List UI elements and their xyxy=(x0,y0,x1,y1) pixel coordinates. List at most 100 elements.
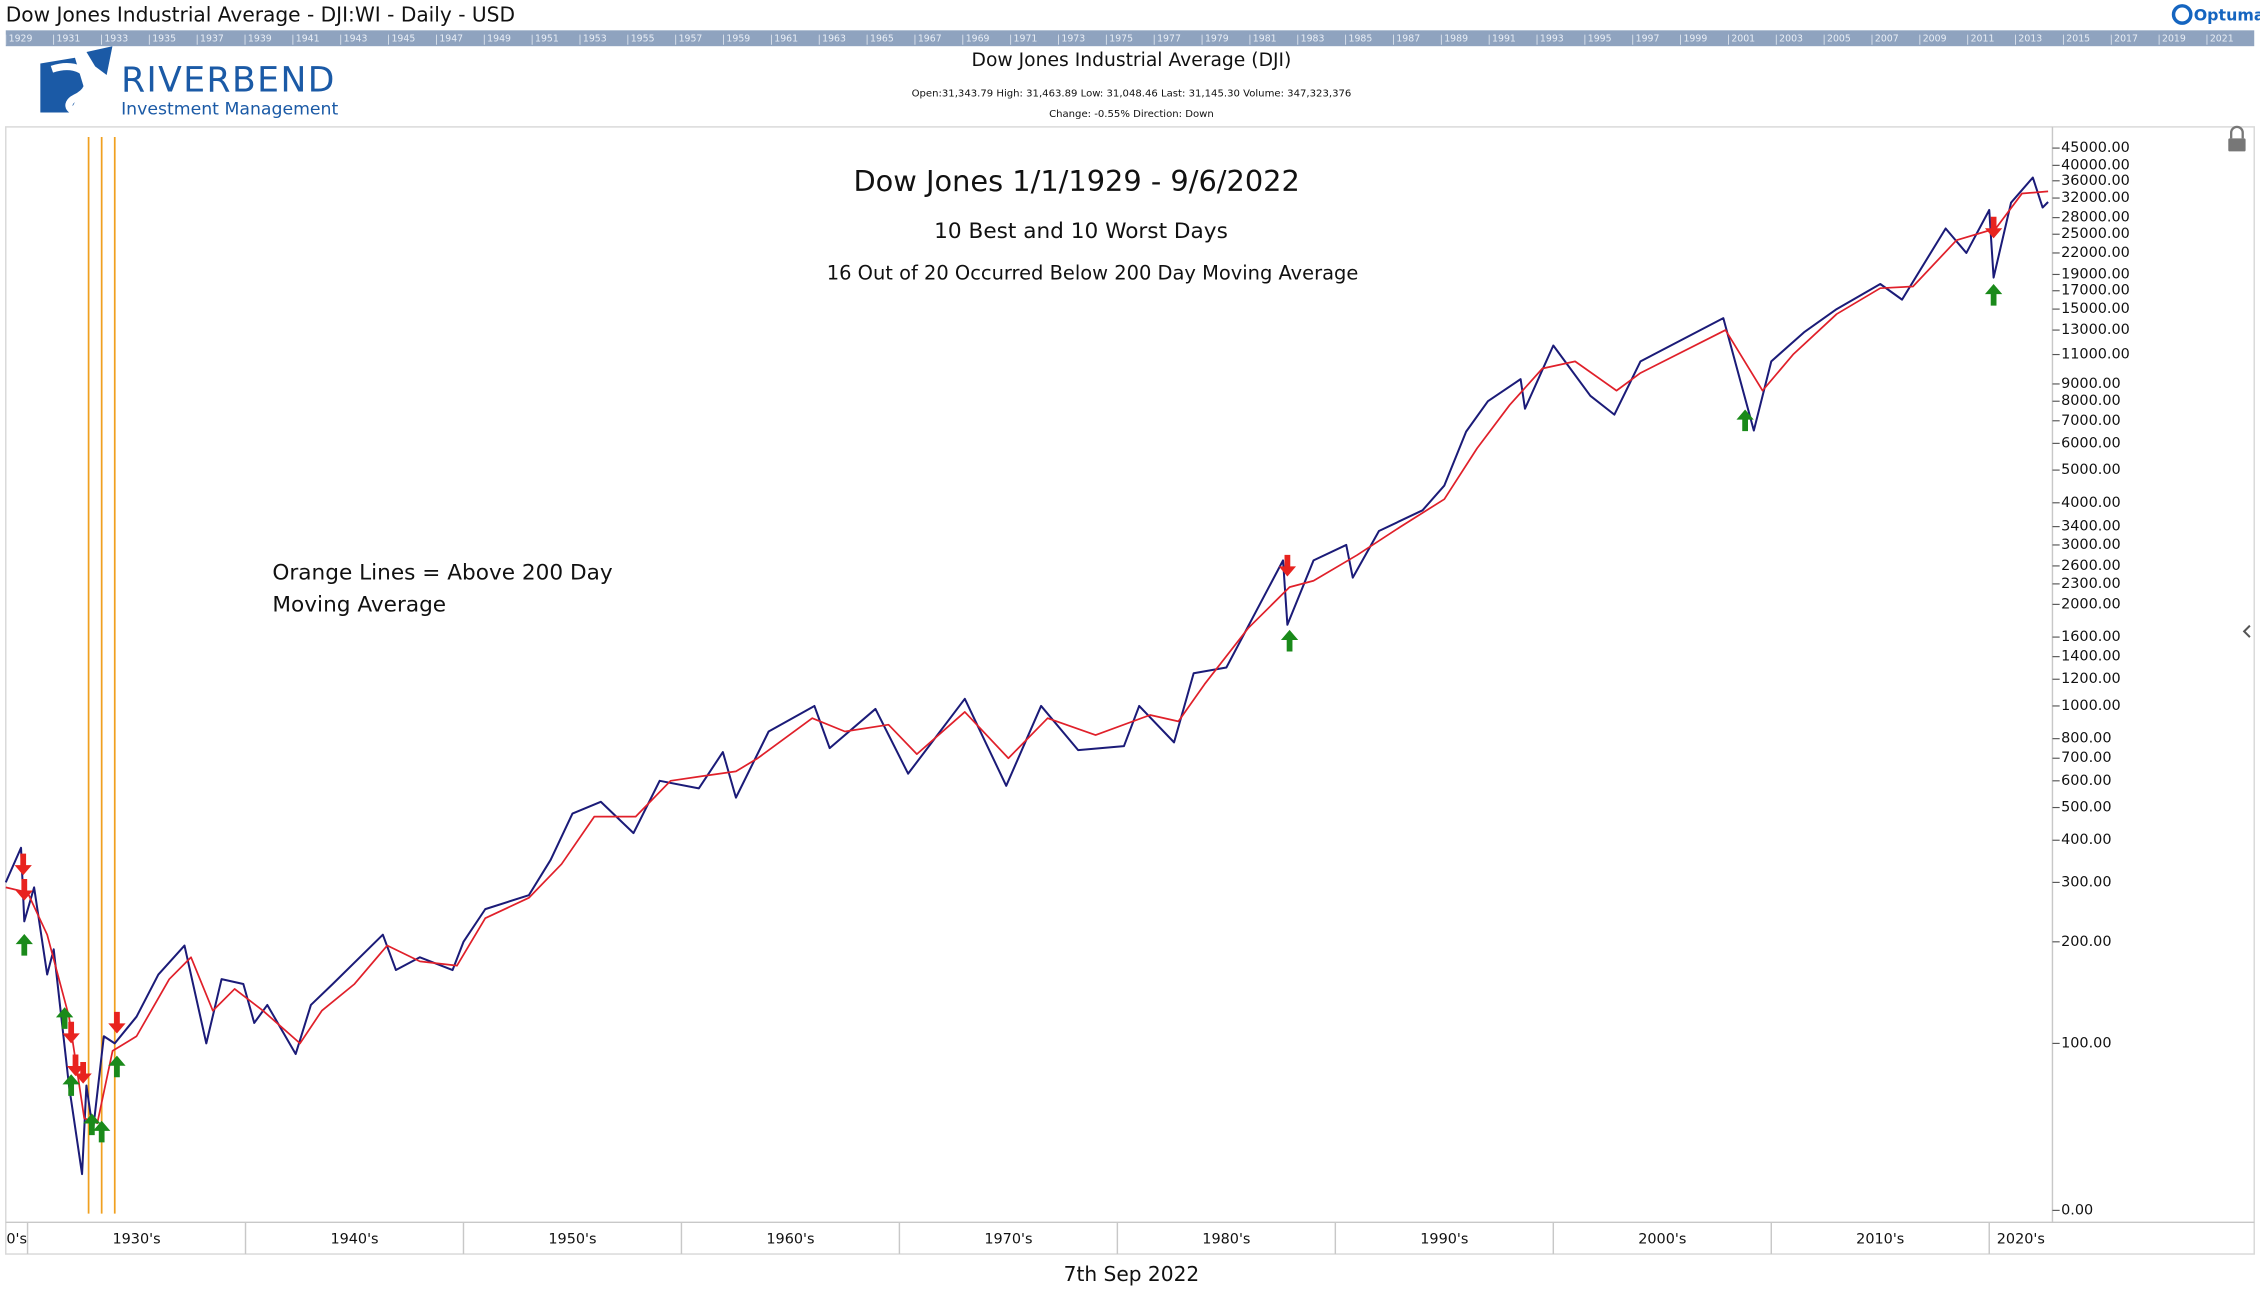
y-tick-label: 3400.00 xyxy=(2061,519,2121,535)
y-tick-label: 17000.00 xyxy=(2061,283,2130,299)
best-day-arrow xyxy=(1984,284,2003,306)
timeline-label: 1969 xyxy=(966,33,990,44)
price-stats: Open:31,343.79 High: 31,463.89 Low: 31,0… xyxy=(912,89,1352,100)
timeline-label: 1991 xyxy=(1492,33,1516,44)
best-day-arrow xyxy=(93,1120,111,1143)
y-tick-label: 300.00 xyxy=(2061,874,2111,890)
timeline-label: 1999 xyxy=(1683,33,1707,44)
timeline-label: 2011 xyxy=(1971,33,1995,44)
y-tick-label: 19000.00 xyxy=(2061,266,2130,282)
timeline-label: 1945 xyxy=(391,33,415,44)
change-stats: Change: -0.55% Direction: Down xyxy=(1049,109,1214,120)
timeline-label: 2003 xyxy=(1779,33,1803,44)
logo-subtitle: Investment Management xyxy=(121,100,338,120)
timeline-label: 2021 xyxy=(2210,33,2234,44)
y-tick-label: 1600.00 xyxy=(2061,629,2121,645)
y-tick-label: 1000.00 xyxy=(2061,698,2121,714)
y-tick-label: 4000.00 xyxy=(2061,495,2121,511)
y-tick-label: 32000.00 xyxy=(2061,190,2130,206)
y-tick-label: 5000.00 xyxy=(2061,462,2121,478)
y-tick-label: 28000.00 xyxy=(2061,210,2130,226)
x-tick-label: 1970's xyxy=(984,1232,1032,1248)
worst-day-arrow xyxy=(62,1021,80,1044)
x-tick-label: 1940's xyxy=(330,1232,378,1248)
y-tick-label: 700.00 xyxy=(2061,750,2111,766)
y-tick-label: 600.00 xyxy=(2061,773,2111,789)
worst-day-arrow xyxy=(15,878,33,901)
best-day-arrow xyxy=(108,1055,126,1078)
series-line xyxy=(4,176,2049,1176)
lock-shackle xyxy=(2230,125,2244,139)
timeline-label: 1957 xyxy=(679,33,703,44)
timeline-label: 1935 xyxy=(152,33,176,44)
timeline-strip[interactable] xyxy=(5,30,2255,47)
chart-note: 16 Out of 20 Occurred Below 200 Day Movi… xyxy=(827,261,1359,284)
timeline-label: 1989 xyxy=(1444,33,1468,44)
y-tick-label: 22000.00 xyxy=(2061,245,2130,261)
brand-icon xyxy=(2171,4,2193,25)
y-tick-label: 8000.00 xyxy=(2061,393,2121,409)
x-tick-label: 0's xyxy=(6,1232,27,1248)
timeline-label: 1937 xyxy=(200,33,224,44)
timeline-label: 1931 xyxy=(57,33,81,44)
y-tick-label: 11000.00 xyxy=(2061,347,2130,363)
timeline-label: 2015 xyxy=(2066,33,2090,44)
y-tick-label: 2000.00 xyxy=(2061,596,2121,612)
y-tick-label: 25000.00 xyxy=(2061,226,2130,242)
best-day-arrow xyxy=(1736,409,1754,432)
timeline-label: 1963 xyxy=(822,33,846,44)
lock-icon[interactable] xyxy=(2228,138,2246,152)
y-tick-label: 36000.00 xyxy=(2061,173,2130,189)
best-day-arrow xyxy=(55,1007,74,1029)
y-tick-label: 13000.00 xyxy=(2061,322,2130,338)
y-tick-label: 7000.00 xyxy=(2061,413,2121,429)
chart-subtitle: 10 Best and 10 Worst Days xyxy=(934,219,1228,244)
x-tick-label: 1950's xyxy=(548,1232,596,1248)
y-tick-label: 400.00 xyxy=(2061,832,2111,848)
timeline-label: 1961 xyxy=(774,33,798,44)
timeline-label: 1981 xyxy=(1253,33,1277,44)
best-day-arrow xyxy=(83,1113,101,1136)
logo-river xyxy=(50,63,92,115)
timeline-label: 1971 xyxy=(1014,33,1038,44)
timeline-label: 1975 xyxy=(1109,33,1133,44)
best-day-arrow xyxy=(15,933,33,956)
timeline-label: 2001 xyxy=(1731,33,1755,44)
annotation: Orange Lines = Above 200 Day xyxy=(272,561,613,586)
window-title: Dow Jones Industrial Average - DJI:WI - … xyxy=(6,2,515,26)
timeline-label: 2019 xyxy=(2162,33,2186,44)
logo-flag xyxy=(86,46,113,76)
timeline-label: 2005 xyxy=(1827,33,1851,44)
timeline-label: 1949 xyxy=(487,33,511,44)
timeline-label: 1995 xyxy=(1588,33,1612,44)
y-tick-label: 1200.00 xyxy=(2061,671,2121,687)
y-tick-label: 500.00 xyxy=(2061,800,2111,816)
best-day-arrow xyxy=(62,1074,80,1096)
x-tick-label: 1990's xyxy=(1420,1232,1468,1248)
collapse-button[interactable] xyxy=(2242,624,2251,638)
timeline-label: 1979 xyxy=(1205,33,1229,44)
timeline-label: 1941 xyxy=(296,33,320,44)
timeline-label: 1985 xyxy=(1349,33,1373,44)
timeline-label: 1951 xyxy=(535,33,559,44)
timeline: 1929 1931 1933 1935 1937 1939 1941 1943 1945 1947… xyxy=(5,33,2234,45)
plot-area: 0.00 100.00 200.00 300.00 400.00 500.00 600.00… xyxy=(4,136,2130,1255)
timeline-label: 1997 xyxy=(1636,33,1660,44)
y-tick-label: 2600.00 xyxy=(2061,558,2121,574)
best-day-arrow xyxy=(1280,629,1299,652)
annotation: Moving Average xyxy=(272,592,446,617)
y-tick-label: 0.00 xyxy=(2061,1202,2093,1218)
x-tick-label: 1930's xyxy=(112,1232,160,1248)
y-tick-label: 3000.00 xyxy=(2061,537,2121,553)
timeline-label: 1953 xyxy=(583,33,607,44)
timeline-label: 2007 xyxy=(1875,33,1899,44)
y-tick-label: 100.00 xyxy=(2061,1035,2111,1051)
timeline-label: 1967 xyxy=(918,33,942,44)
worst-day-arrow xyxy=(108,1011,126,1034)
y-tick-label: 40000.00 xyxy=(2061,157,2130,173)
worst-day-arrow xyxy=(1278,554,1297,577)
x-tick-label: 2000's xyxy=(1638,1232,1686,1248)
timeline-label: 1993 xyxy=(1540,33,1564,44)
